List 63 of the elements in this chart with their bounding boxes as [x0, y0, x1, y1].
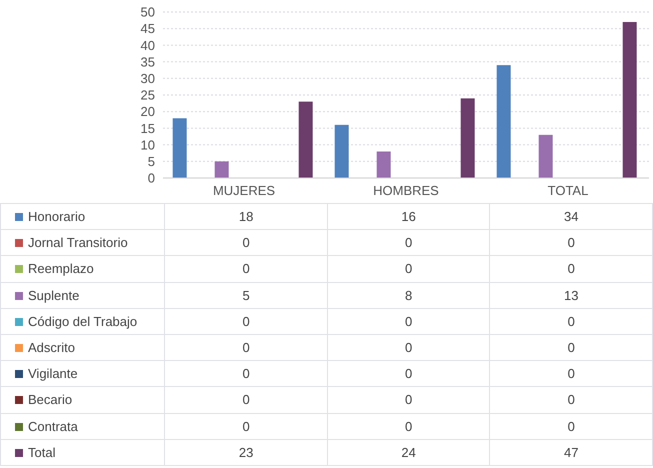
- legend-label: Total: [28, 444, 56, 460]
- data-label: 0: [327, 386, 490, 413]
- data-label: 0: [490, 230, 652, 256]
- y-tick-label: 5: [148, 154, 155, 170]
- x-tick-label: HOMBRES: [373, 183, 440, 198]
- bar: [460, 98, 475, 178]
- legend-label: Reemplazo: [28, 261, 94, 276]
- data-label: 0: [327, 360, 490, 387]
- legend-label: Becario: [28, 392, 72, 408]
- y-tick-label: 0: [148, 170, 155, 186]
- data-label: 0: [164, 413, 328, 440]
- data-label: 0: [327, 334, 490, 361]
- data-label: 23: [164, 439, 328, 466]
- bar: [622, 22, 637, 178]
- data-label: 0: [327, 230, 490, 256]
- data-label: 0: [490, 360, 652, 387]
- y-tick-label: 50: [140, 4, 155, 20]
- y-tick-label: 35: [140, 54, 155, 70]
- data-label: 0: [490, 386, 652, 413]
- data-label: 18: [164, 204, 328, 230]
- legend-label: Vigilante: [28, 366, 78, 382]
- legend-label: Contrata: [28, 418, 78, 434]
- data-label: 13: [490, 282, 652, 308]
- data-label: 0: [164, 334, 328, 361]
- data-label: 0: [490, 308, 652, 334]
- y-tick-label: 10: [140, 137, 155, 152]
- legend-label: Código del Trabajo: [28, 314, 138, 329]
- y-tick-label: 40: [140, 38, 155, 53]
- data-label: 0: [490, 413, 652, 440]
- legend-label: Adscrito: [28, 340, 75, 356]
- y-tick-label: 30: [140, 71, 155, 86]
- x-tick-label: TOTAL: [548, 183, 588, 198]
- data-label: 0: [164, 256, 328, 282]
- data-label: 0: [327, 256, 490, 282]
- bar: [298, 102, 313, 178]
- y-tick-label: 20: [140, 104, 155, 120]
- data-label: 0: [164, 308, 328, 334]
- data-label: 5: [164, 282, 328, 308]
- legend-label: Honorario: [28, 209, 86, 224]
- data-label: 0: [490, 256, 652, 282]
- bar: [376, 151, 391, 178]
- data-label: 47: [490, 439, 652, 466]
- y-tick-label: 25: [140, 88, 155, 103]
- data-label: 8: [327, 282, 490, 308]
- legend-label: Jornal Transitorio: [28, 235, 128, 250]
- bar: [214, 161, 229, 178]
- bar: [172, 118, 187, 178]
- data-label: 16: [327, 204, 490, 230]
- x-tick-label: MUJERES: [212, 183, 276, 198]
- data-label: 0: [490, 334, 652, 361]
- bar: [496, 65, 511, 178]
- data-label: 0: [327, 413, 490, 440]
- data-label: 0: [327, 308, 490, 334]
- legend-label: Suplente: [28, 288, 80, 303]
- data-label: 24: [327, 439, 490, 466]
- y-tick-label: 45: [140, 21, 155, 36]
- data-label: 34: [490, 204, 652, 230]
- bar: [538, 134, 553, 178]
- data-label: 0: [164, 360, 328, 387]
- data-label: 0: [164, 230, 328, 256]
- bar: [334, 124, 349, 178]
- y-tick-label: 15: [140, 120, 155, 136]
- data-label: 0: [164, 386, 328, 413]
